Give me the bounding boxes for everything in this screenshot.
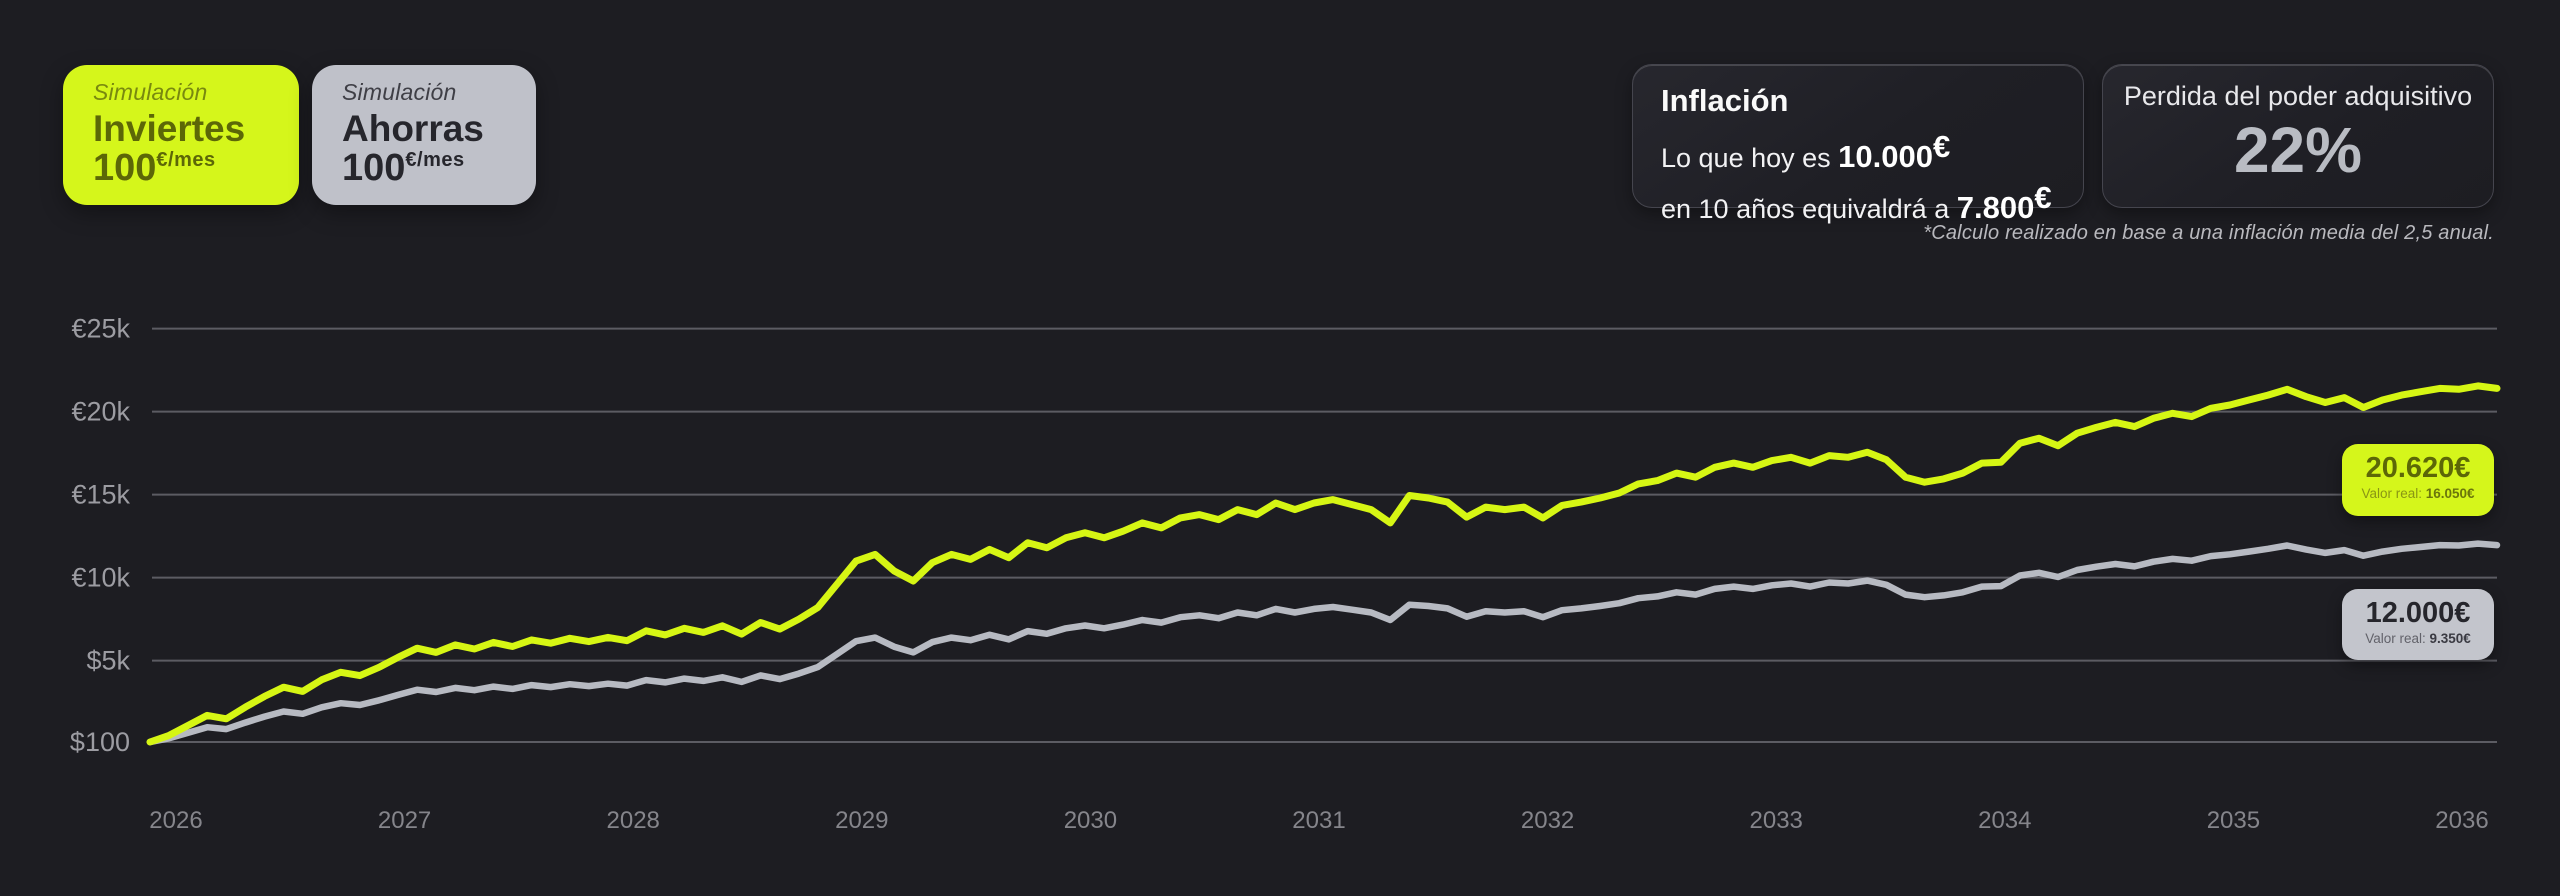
x-axis-label: 2027: [378, 807, 431, 834]
inflation-line-1-value: 10.000: [1838, 139, 1933, 174]
inflation-line-2: en 10 años equivaldrá a 7.800€: [1661, 178, 2055, 229]
x-axis-label: 2030: [1064, 807, 1117, 834]
x-axis-label: 2029: [835, 807, 888, 834]
sim-card-invest-amount-number: 100: [93, 147, 157, 190]
sim-card-invest-eyebrow: Simulación: [93, 79, 208, 105]
sim-card-save-eyebrow: Simulación: [342, 79, 457, 105]
sim-card-save-amount: 100€/mes: [342, 149, 536, 187]
x-axis-label: 2026: [149, 807, 202, 834]
x-axis-label: 2036: [2435, 807, 2488, 834]
inflation-line-1-prefix: Lo que hoy es: [1661, 143, 1839, 173]
sim-card-invest[interactable]: Simulación Inviertes 100€/mes: [63, 65, 299, 205]
sim-card-invest-title: Inviertes: [93, 108, 246, 149]
purchasing-power-value: 22%: [2233, 114, 2363, 186]
inflation-line-2-currency: €: [2034, 179, 2052, 215]
sim-card-save[interactable]: Simulación Ahorras 100€/mes: [312, 65, 536, 205]
save-final-value: 12.000€: [2365, 597, 2471, 629]
inflation-card-title: Inflación: [1661, 83, 1789, 118]
x-axis-label: 2034: [1978, 807, 2031, 834]
invest-real-number: 16.050€: [2425, 486, 2475, 502]
sim-card-invest-amount: 100€/mes: [93, 149, 299, 187]
purchasing-power-title: Perdida del poder adquisitivo: [2123, 81, 2473, 111]
inflation-line-2-value: 7.800: [1956, 189, 2035, 225]
x-axis-label: 2032: [1521, 807, 1574, 834]
series-line-invest: [146, 382, 2501, 746]
sim-card-save-title: Ahorras: [342, 108, 484, 149]
invest-real-value: Valor real: 16.050€: [2342, 486, 2494, 501]
x-axis-label: 2035: [2207, 807, 2260, 834]
y-axis-label: €25k: [71, 314, 130, 344]
y-axis-label: €15k: [71, 480, 130, 510]
inflation-footnote: *Calculo realizado en base a una inflaci…: [1923, 222, 2494, 244]
y-axis-label: $100: [70, 727, 130, 757]
x-axis-label: 2028: [607, 807, 660, 834]
y-axis-label: €20k: [71, 397, 130, 427]
invest-value-badge: 20.620€ Valor real: 16.050€: [2342, 444, 2494, 516]
save-real-value: Valor real: 9.350€: [2342, 631, 2494, 646]
inflation-card: Inflación Lo que hoy es 10.000€ en 10 añ…: [1632, 64, 2084, 225]
save-value-badge: 12.000€ Valor real: 9.350€: [2342, 589, 2494, 660]
invest-final-value: 20.620€: [2365, 452, 2471, 484]
inflation-line-1: Lo que hoy es 10.000€: [1661, 127, 2055, 178]
y-axis-label: €10k: [71, 563, 130, 593]
save-real-number: 9.350€: [2429, 631, 2471, 647]
sim-card-invest-amount-unit: €/mes: [156, 149, 216, 172]
inflation-line-1-currency: €: [1932, 129, 1951, 164]
y-axis-label: $5k: [86, 646, 130, 676]
sim-card-save-amount-unit: €/mes: [405, 149, 465, 172]
sim-card-save-amount-number: 100: [342, 147, 406, 190]
purchasing-power-card: Perdida del poder adquisitivo 22%: [2102, 64, 2494, 208]
save-real-label: Valor real:: [2365, 631, 2430, 647]
series-line-save: [146, 540, 2501, 746]
invest-real-label: Valor real:: [2361, 486, 2426, 502]
x-axis-label: 2033: [1750, 807, 1803, 834]
x-axis-label: 2031: [1292, 807, 1345, 834]
inflation-line-2-prefix: en 10 años equivaldrá a: [1661, 193, 1957, 224]
